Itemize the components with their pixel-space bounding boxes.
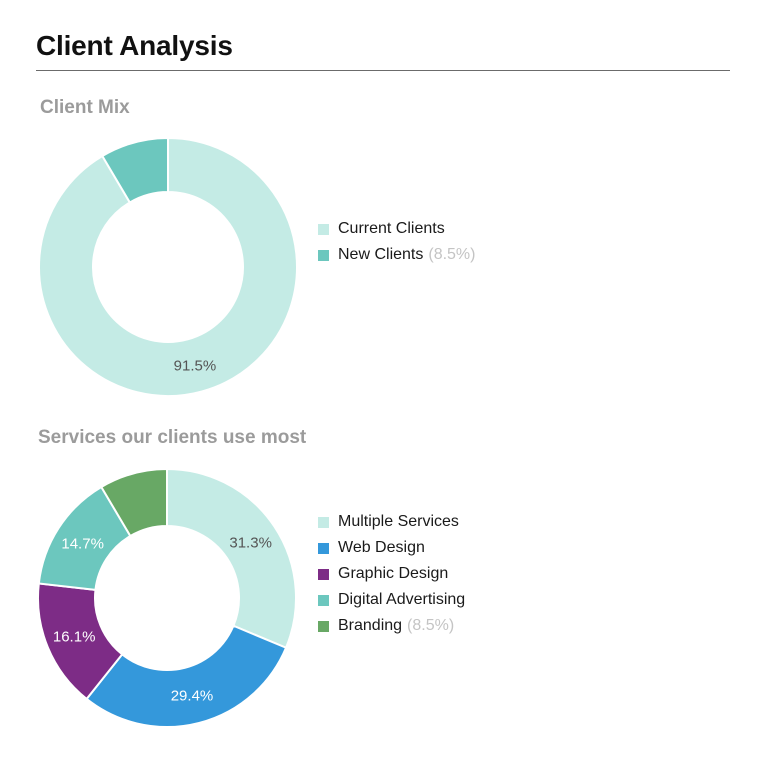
slice-label-current-clients: 91.5% [174,357,217,374]
legend-swatch [318,223,329,235]
legend-label: Branding [338,617,403,634]
legend-swatch [318,620,329,632]
services-donut: 31.3% 29.4% 16.1% 14.7% [37,467,297,728]
legend-item-graphic-design: Graphic Design [318,561,465,587]
slice-label-multiple-services: 31.3% [229,534,272,551]
legend-percent: (8.5%) [407,617,455,634]
legend-item-multiple-services: Multiple Services [318,509,465,535]
client-mix-legend: Current Clients New Clients (8.5%) [318,216,475,268]
legend-label: Digital Advertising [338,591,466,608]
slice-new-clients [100,136,169,204]
services-title: Services our clients use most [38,427,307,448]
legend-item-branding: Branding (8.5%) [318,613,465,639]
legend-swatch [318,542,329,554]
legend-swatch [318,516,329,528]
legend-label: New Clients [338,246,424,263]
services-legend: Multiple Services Web Design Graphic Desig… [318,509,465,639]
legend-item-new-clients: New Clients (8.5%) [318,242,475,268]
client-mix-title: Client Mix [40,97,130,118]
legend-label: Web Design [338,539,425,556]
slice-web-design [85,624,288,728]
legend-label: Current Clients [338,220,445,237]
slice-label-digital-advertising: 14.7% [61,535,104,552]
legend-label: Multiple Services [338,513,459,530]
slice-label-web-design: 29.4% [171,687,214,704]
slice-multiple-services [166,467,297,650]
slice-branding [99,467,168,538]
legend-percent: (8.5%) [428,246,476,263]
slice-label-graphic-design: 16.1% [53,628,96,645]
client-mix-donut: 91.5% [38,136,298,397]
legend-swatch [318,594,329,606]
title-divider [36,70,730,71]
legend-item-digital-advertising: Digital Advertising [318,587,465,613]
legend-item-web-design: Web Design [318,535,465,561]
legend-label: Graphic Design [338,565,449,582]
legend-swatch [318,568,329,580]
page-title: Client Analysis [36,30,233,61]
slice-current-clients [38,136,298,397]
legend-swatch [318,249,329,261]
legend-item-current-clients: Current Clients [318,216,475,242]
